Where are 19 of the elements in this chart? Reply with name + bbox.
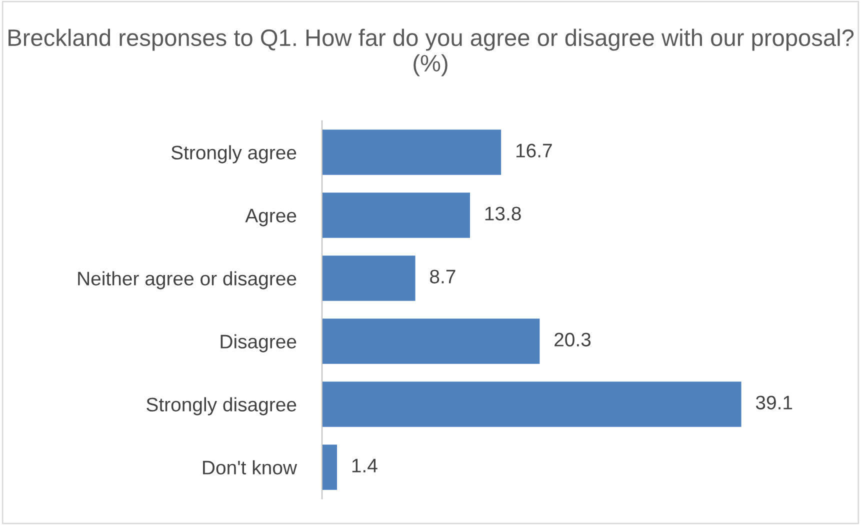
y-tick-label: Strongly agree	[171, 145, 296, 164]
bar	[322, 382, 742, 427]
bar	[322, 444, 338, 490]
data-label: 39.1	[756, 396, 792, 410]
y-tick-label: Disagree	[220, 334, 296, 352]
data-label: 16.7	[516, 144, 552, 158]
bar	[322, 130, 502, 175]
y-tick-label: Neither agree or disagree	[78, 271, 296, 290]
data-label: 8.7	[430, 270, 456, 284]
y-tick-label: Agree	[245, 208, 296, 226]
bar	[322, 318, 540, 364]
data-label: 13.8	[485, 206, 521, 220]
y-tick-label: Strongly disagree	[146, 397, 296, 416]
chart-title: Breckland responses to Q1. How far do you agree or disagree with our proposal? (%)	[8, 28, 854, 76]
y-tick-label: Don't know	[203, 460, 298, 474]
data-label: 20.3	[554, 332, 591, 346]
bar	[322, 192, 470, 238]
bar	[322, 256, 416, 301]
data-label: 1.4	[352, 458, 378, 472]
